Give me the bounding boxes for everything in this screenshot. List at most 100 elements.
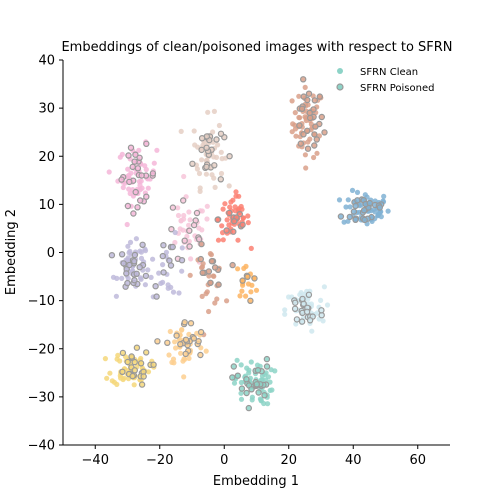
clean-point [172, 229, 178, 236]
y-axis-label: Embedding 2 [4, 209, 19, 295]
clean-point [131, 382, 137, 388]
poisoned-point [312, 123, 319, 130]
clean-point [102, 356, 108, 362]
poisoned-point [337, 213, 345, 220]
clean-point [302, 152, 308, 158]
clean-point [179, 245, 185, 251]
clean-point [142, 282, 148, 288]
poisoned-point [130, 258, 138, 265]
clean-point [125, 166, 131, 172]
poisoned-point [253, 381, 260, 388]
clean-point [235, 237, 241, 243]
poisoned-point [234, 372, 241, 379]
legend-poisoned-label: SFRN Poisoned [360, 83, 434, 94]
poisoned-point [203, 163, 210, 171]
clean-point [199, 293, 205, 299]
poisoned-point [230, 217, 238, 225]
clean-point [126, 186, 132, 192]
poisoned-point [195, 236, 203, 243]
clean-point [233, 189, 239, 195]
poisoned-point [142, 272, 150, 280]
clean-point [119, 275, 125, 281]
clean-point [318, 297, 324, 303]
clean-point [243, 263, 249, 269]
poisoned-point [118, 251, 126, 258]
poisoned-point [190, 221, 198, 229]
clean-point [104, 375, 110, 381]
clean-point [238, 362, 244, 368]
clean-point [349, 187, 356, 193]
poisoned-point [197, 255, 204, 263]
poisoned-point [125, 152, 132, 159]
clean-point [199, 265, 205, 271]
poisoned-point [169, 243, 176, 251]
clean-point [208, 252, 214, 258]
clean-point [172, 339, 178, 345]
clean-point [309, 328, 315, 334]
poisoned-point [321, 129, 328, 136]
poisoned-point [366, 199, 373, 207]
clean-point [148, 274, 154, 280]
poisoned-point [251, 275, 258, 282]
clean-point [215, 142, 221, 148]
clean-point [196, 170, 203, 177]
y-tick-label: −10 [28, 294, 55, 309]
poisoned-point [305, 291, 313, 298]
y-tick-label: 0 [47, 246, 55, 261]
clean-point [194, 166, 200, 172]
clean-point [244, 365, 250, 371]
clean-point [204, 203, 210, 209]
poisoned-point [140, 373, 147, 380]
poisoned-point [190, 335, 198, 342]
poisoned-point [179, 197, 187, 204]
clean-point [228, 199, 234, 205]
poisoned-point [239, 277, 246, 284]
clean-point [296, 93, 302, 99]
poisoned-point [134, 165, 142, 172]
poisoned-point [132, 188, 139, 196]
clean-point [282, 307, 288, 313]
clean-point [181, 374, 187, 380]
poisoned-point [300, 76, 307, 83]
clean-point [248, 245, 254, 251]
clean-point [292, 122, 298, 128]
clean-point [114, 275, 120, 281]
poisoned-point [142, 349, 150, 356]
clean-point [114, 381, 120, 387]
clean-point [113, 293, 119, 299]
poisoned-point [143, 140, 150, 147]
clean-point [187, 272, 193, 278]
clean-point [238, 396, 245, 402]
clean-point [224, 298, 230, 304]
clean-point [293, 133, 299, 139]
clean-point [253, 287, 260, 293]
poisoned-point [127, 144, 135, 151]
clean-point [205, 109, 211, 115]
clean-point [199, 208, 205, 214]
clean-point [293, 321, 299, 327]
legend-poisoned-marker [336, 83, 344, 91]
poisoned-point [153, 293, 160, 300]
clean-point [246, 370, 252, 376]
poisoned-point [243, 389, 250, 397]
poisoned-point [205, 268, 213, 275]
clean-point [272, 368, 278, 374]
clean-point [226, 183, 232, 189]
poisoned-point [211, 162, 218, 169]
clean-point [203, 348, 209, 354]
clean-point [248, 359, 254, 365]
poisoned-point [245, 404, 252, 412]
poisoned-point [195, 338, 202, 345]
poisoned-point [306, 109, 313, 117]
clean-point [296, 114, 302, 121]
x-axis-label: Embedding 1 [213, 474, 299, 489]
clean-point [137, 248, 143, 254]
poisoned-point [244, 273, 251, 280]
poisoned-point [248, 386, 255, 393]
poisoned-point [293, 316, 301, 323]
y-tick-label: 30 [38, 102, 55, 117]
y-tick-label: −20 [28, 342, 55, 357]
clean-point [231, 380, 238, 386]
poisoned-point [263, 355, 271, 363]
poisoned-point [230, 228, 237, 235]
